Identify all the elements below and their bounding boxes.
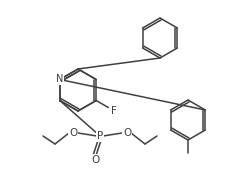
Text: P: P xyxy=(97,131,103,141)
Text: F: F xyxy=(111,106,116,115)
Text: O: O xyxy=(123,128,131,138)
Text: O: O xyxy=(91,155,99,165)
Text: N: N xyxy=(56,75,64,85)
Text: O: O xyxy=(69,128,77,138)
